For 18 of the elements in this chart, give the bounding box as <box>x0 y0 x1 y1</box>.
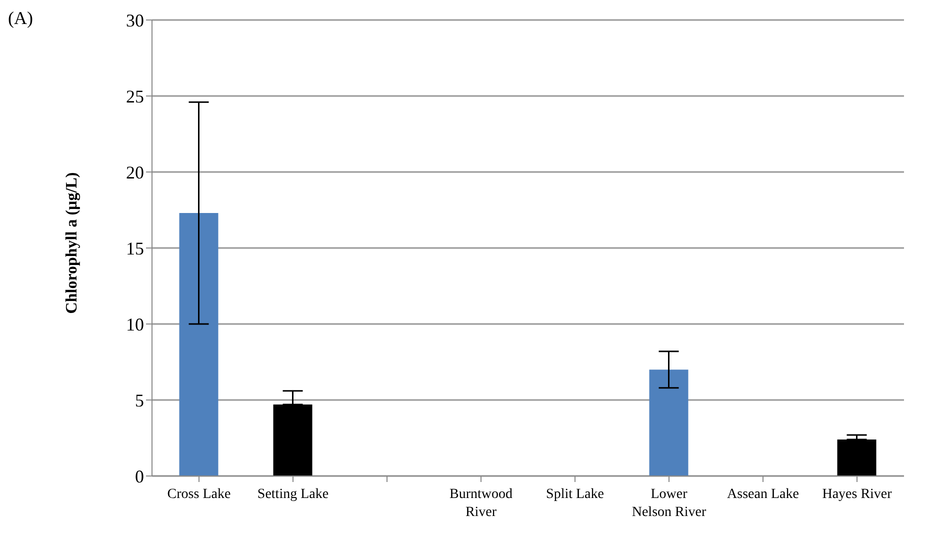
x-tick-label: Cross Lake <box>167 487 231 502</box>
y-tick-label: 5 <box>135 390 144 410</box>
x-tick-label: Split Lake <box>546 487 604 502</box>
x-tick-label: Hayes River <box>822 487 892 502</box>
bar <box>179 213 218 476</box>
y-tick-label: 30 <box>126 10 144 30</box>
y-tick-label: 25 <box>126 86 144 106</box>
y-tick-label: 10 <box>126 314 144 334</box>
x-tick-label: Burntwood River <box>450 487 512 520</box>
y-tick-label: 15 <box>126 238 144 258</box>
x-tick-label: Lower Nelson River <box>632 487 706 520</box>
x-tick-label: Setting Lake <box>257 487 329 502</box>
x-tick-label: Assean Lake <box>727 487 799 502</box>
y-tick-label: 0 <box>135 466 144 486</box>
y-axis-title: Chlorophyll a (µg/L) <box>64 172 82 314</box>
text: (A) <box>8 8 33 29</box>
bar <box>649 370 688 476</box>
y-tick-label: 20 <box>126 162 144 182</box>
